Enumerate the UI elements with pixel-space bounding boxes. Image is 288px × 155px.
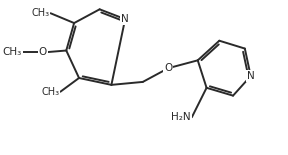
Text: O: O — [39, 47, 47, 58]
Text: H₂N: H₂N — [171, 112, 191, 122]
Text: N: N — [121, 14, 129, 24]
Text: N: N — [247, 71, 255, 81]
Text: CH₃: CH₃ — [41, 87, 59, 97]
Text: CH₃: CH₃ — [3, 47, 22, 58]
Text: O: O — [164, 63, 173, 73]
Text: CH₃: CH₃ — [31, 8, 50, 18]
